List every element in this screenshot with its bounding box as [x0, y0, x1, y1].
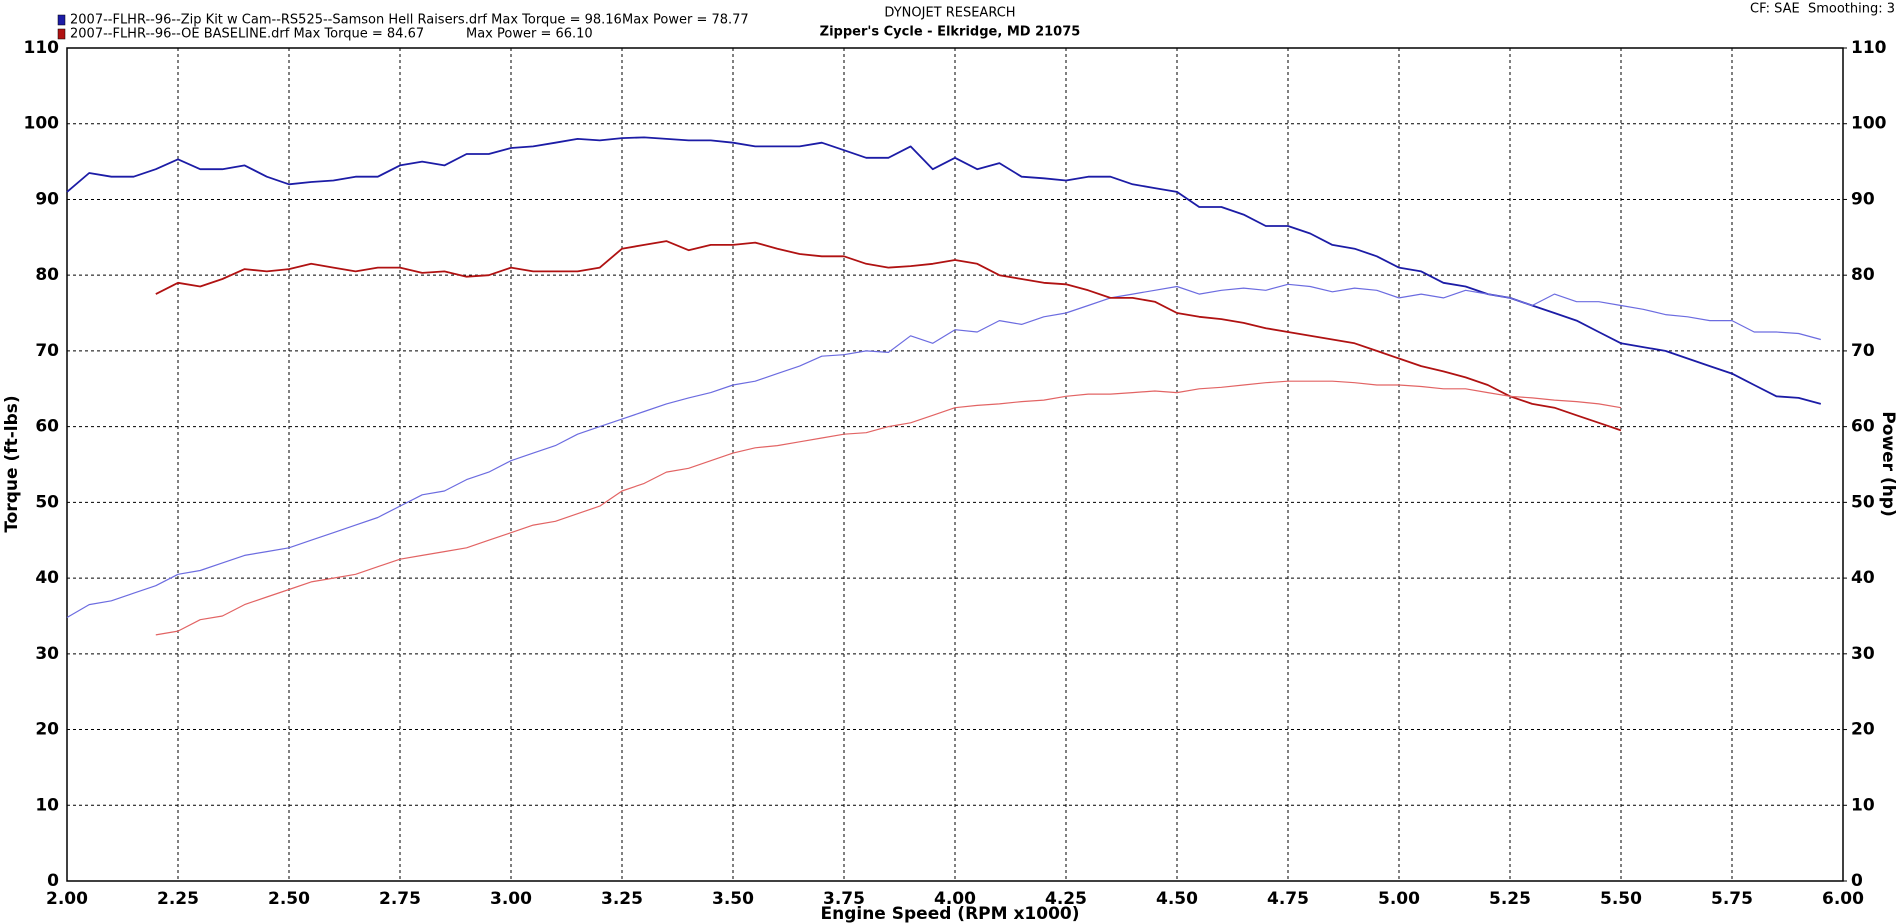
y2-tick-label: 90 [1851, 189, 1875, 209]
y2-axis-label: Power (hp) [1878, 411, 1898, 517]
power-line [155, 380, 1622, 636]
y-tick-label: 60 [35, 417, 59, 437]
y2-tick-label: 40 [1851, 568, 1875, 588]
y-axis-label: Torque (ft-lbs) [2, 395, 22, 532]
plot-border [66, 47, 1844, 882]
y2-tick-label: 70 [1851, 341, 1875, 361]
x-tick-label: 5.00 [1378, 889, 1420, 909]
y-tick-label: 90 [35, 189, 59, 209]
x-tick-label: 4.75 [1267, 889, 1309, 909]
y2-tick-label: 80 [1851, 265, 1875, 285]
torque-line [155, 240, 1622, 432]
x-tick-label: 2.25 [157, 889, 199, 909]
legend-entry: Max Power = 66.10 [466, 27, 593, 42]
x-tick-label: 2.50 [268, 889, 310, 909]
legend-entry: Max Power = 78.77 [622, 13, 749, 28]
y-tick-label: 20 [35, 720, 59, 740]
x-tick-label: 4.00 [934, 889, 976, 909]
x-tick-label: 5.75 [1711, 889, 1753, 909]
power-line [66, 283, 1821, 619]
chart-title: DYNOJET RESEARCH [884, 6, 1015, 21]
y2-tick-label: 30 [1851, 644, 1875, 664]
y-tick-label: 100 [24, 114, 60, 134]
settings-text: CF: SAE Smoothing: 3 [1750, 2, 1895, 17]
y-tick-label: 30 [35, 644, 59, 664]
y-tick-label: 40 [35, 568, 59, 588]
x-tick-label: 6.00 [1822, 889, 1864, 909]
y-tick-label: 80 [35, 265, 59, 285]
y2-tick-label: 0 [1851, 871, 1863, 891]
legend-swatch [57, 28, 66, 40]
y-tick-label: 110 [24, 38, 60, 58]
x-axis-label: Engine Speed (RPM x1000) [820, 904, 1079, 923]
x-tick-label: 2.00 [46, 889, 88, 909]
y-tick-label: 50 [35, 492, 59, 512]
x-tick-label: 3.50 [712, 889, 754, 909]
legend-entry: 2007--FLHR--96--OE BASELINE.drf Max Torq… [70, 27, 424, 42]
x-tick-label: 5.25 [1489, 889, 1531, 909]
y2-tick-label: 60 [1851, 417, 1875, 437]
y2-tick-label: 50 [1851, 492, 1875, 512]
y2-tick-label: 20 [1851, 720, 1875, 740]
x-tick-label: 3.00 [490, 889, 532, 909]
x-tick-label: 5.50 [1600, 889, 1642, 909]
x-tick-label: 2.75 [379, 889, 421, 909]
legend-entry: 2007--FLHR--96--Zip Kit w Cam--RS525--Sa… [70, 13, 622, 28]
x-tick-label: 3.75 [823, 889, 865, 909]
x-tick-label: 3.25 [601, 889, 643, 909]
y2-tick-label: 10 [1851, 795, 1875, 815]
y2-tick-label: 100 [1851, 114, 1887, 134]
y-tick-label: 70 [35, 341, 59, 361]
x-tick-label: 4.25 [1045, 889, 1087, 909]
legend-swatch [57, 14, 66, 26]
chart-subtitle: Zipper's Cycle - Elkridge, MD 21075 [820, 25, 1081, 40]
y-tick-label: 10 [35, 795, 59, 815]
x-tick-label: 4.50 [1156, 889, 1198, 909]
torque-line [66, 136, 1822, 405]
y2-tick-label: 110 [1851, 38, 1887, 58]
y-tick-label: 0 [47, 871, 59, 891]
